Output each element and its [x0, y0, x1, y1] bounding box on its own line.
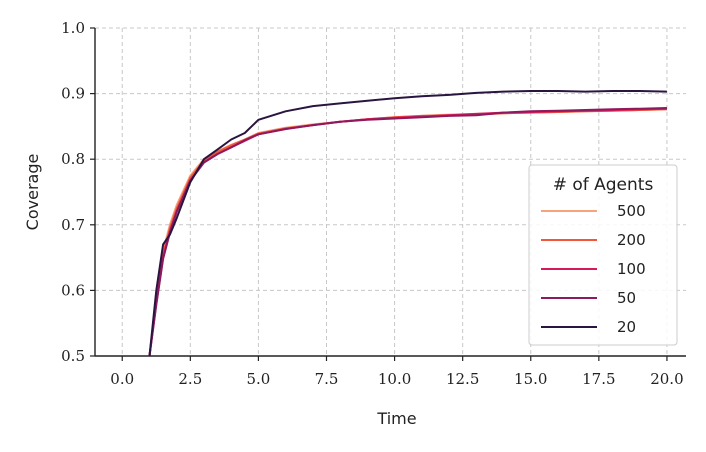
x-tick-label: 15.0 [514, 370, 547, 388]
y-tick-label: 0.7 [61, 216, 85, 234]
y-tick-label: 0.8 [61, 150, 85, 168]
axes [90, 27, 686, 361]
y-tick-label: 0.5 [61, 347, 85, 365]
legend-label-50: 50 [617, 289, 636, 307]
x-tick-label: 20.0 [650, 370, 683, 388]
series-line-50 [148, 107, 667, 357]
series-lines [148, 90, 667, 357]
x-axis-label: Time [376, 409, 416, 428]
legend-label-100: 100 [617, 260, 646, 278]
series-line-20 [148, 90, 667, 357]
x-tick-label: 10.0 [378, 370, 411, 388]
legend-label-500: 500 [617, 202, 646, 220]
x-tick-label: 7.5 [315, 370, 339, 388]
x-tick-label: 0.0 [110, 370, 134, 388]
legend-title: # of Agents [553, 175, 654, 195]
y-axis-label: Coverage [23, 154, 42, 231]
x-tick-label: 2.5 [178, 370, 202, 388]
y-tick-label: 0.9 [61, 85, 85, 103]
legend-label-20: 20 [617, 318, 636, 336]
legend-label-200: 200 [617, 231, 646, 249]
x-tick-label: 17.5 [582, 370, 615, 388]
x-tick-label: 5.0 [246, 370, 270, 388]
legend: # of Agents 500 200 100 50 20 [528, 164, 678, 346]
x-tick-label: 12.5 [446, 370, 479, 388]
y-tick-label: 1.0 [61, 19, 85, 37]
tick-labels: 0.0 2.5 5.0 7.5 10.0 12.5 15.0 17.5 20.0 0.5 0.6 0.… [61, 19, 683, 388]
y-tick-label: 0.6 [61, 281, 85, 299]
